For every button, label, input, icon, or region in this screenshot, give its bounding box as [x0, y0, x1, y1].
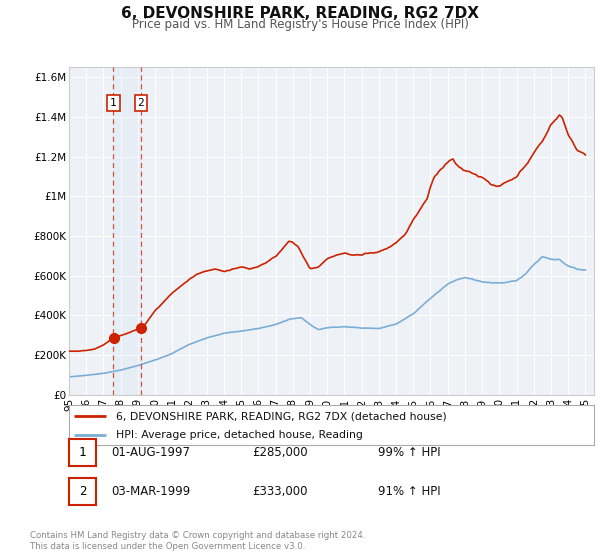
Text: 01-AUG-1997: 01-AUG-1997: [111, 446, 190, 459]
Text: 2: 2: [137, 98, 144, 108]
Text: 1: 1: [79, 446, 86, 459]
Bar: [113, 67, 141, 395]
Text: 1: 1: [110, 98, 117, 108]
Text: 03-MAR-1999: 03-MAR-1999: [111, 485, 190, 498]
Text: 99% ↑ HPI: 99% ↑ HPI: [378, 446, 440, 459]
Text: 2: 2: [79, 485, 86, 498]
Text: This data is licensed under the Open Government Licence v3.0.: This data is licensed under the Open Gov…: [30, 542, 305, 550]
Text: Contains HM Land Registry data © Crown copyright and database right 2024.: Contains HM Land Registry data © Crown c…: [30, 531, 365, 540]
Text: £285,000: £285,000: [252, 446, 308, 459]
Text: HPI: Average price, detached house, Reading: HPI: Average price, detached house, Read…: [116, 430, 363, 440]
Text: 6, DEVONSHIRE PARK, READING, RG2 7DX: 6, DEVONSHIRE PARK, READING, RG2 7DX: [121, 6, 479, 21]
Text: 91% ↑ HPI: 91% ↑ HPI: [378, 485, 440, 498]
Text: Price paid vs. HM Land Registry's House Price Index (HPI): Price paid vs. HM Land Registry's House …: [131, 18, 469, 31]
Text: £333,000: £333,000: [252, 485, 308, 498]
Text: 6, DEVONSHIRE PARK, READING, RG2 7DX (detached house): 6, DEVONSHIRE PARK, READING, RG2 7DX (de…: [116, 411, 447, 421]
